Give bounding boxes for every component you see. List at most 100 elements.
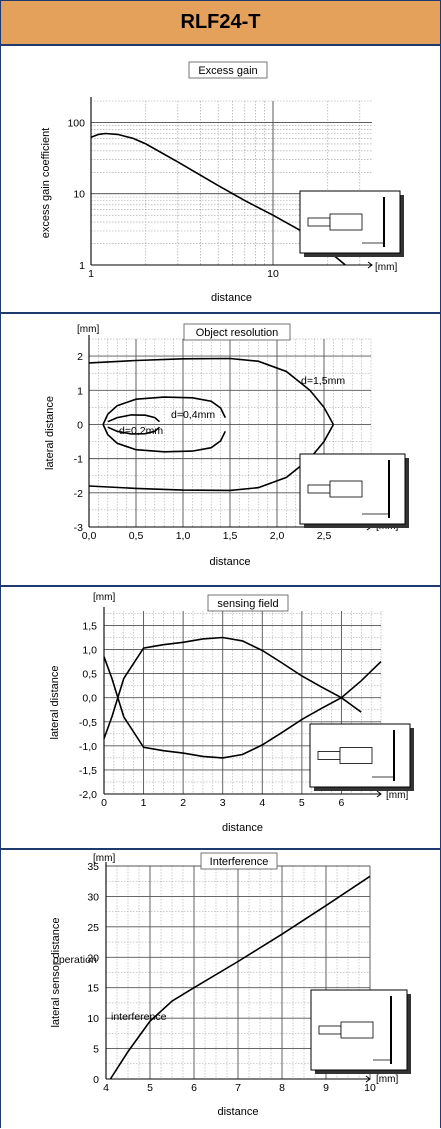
- curve-annotation: interference: [111, 1011, 167, 1023]
- y-tick-label: 2: [77, 351, 83, 363]
- sensor-head: [329, 213, 363, 231]
- x-tick-label: 8: [279, 1082, 285, 1094]
- y-tick-label: -0,5: [79, 717, 97, 729]
- y-tick-label: -2,0: [79, 789, 97, 801]
- y-unit-label: [mm]: [93, 592, 115, 603]
- x-tick-label: 1: [141, 797, 147, 809]
- y-tick-label: 100: [67, 117, 85, 129]
- series-line-1: [103, 656, 382, 759]
- y-tick-label: 1,0: [82, 645, 97, 657]
- y-tick-label: 0: [77, 419, 83, 431]
- series-line-1: [88, 424, 335, 492]
- sensing-field-panel: 0 1 2 3 4 5 6 1,5 1,0 0,5 0,0 -0,5 -1,0 -1,5 -2,0 [mm] […: [1, 585, 440, 850]
- x-tick-label: 0,5: [129, 530, 144, 542]
- x-axis-label: distance: [211, 292, 252, 304]
- x-unit-label: [mm]: [375, 262, 397, 273]
- sensor-head: [339, 747, 373, 764]
- y-axis-label: lateral distance: [49, 666, 61, 740]
- series-line-0: [109, 875, 371, 1080]
- x-tick-label: 5: [147, 1082, 153, 1094]
- y-tick-label: -3: [74, 522, 83, 534]
- sensor-head: [340, 1021, 374, 1039]
- y-tick-label: 1: [77, 385, 83, 397]
- interference-panel: 4 5 6 7 8 9 10 0 5 10 15 20 25 30 35 [mm] [mm] distance la…: [1, 848, 440, 1129]
- y-tick-label: 20: [87, 952, 99, 964]
- y-tick-label: 0,0: [82, 693, 97, 705]
- y-tick-label: 15: [87, 983, 99, 995]
- series-line-5: [107, 426, 161, 435]
- x-tick-label: 5: [299, 797, 305, 809]
- y-tick-label: 10: [73, 189, 85, 201]
- sensor-body: [317, 751, 341, 760]
- x-tick-label: 1,5: [223, 530, 238, 542]
- x-tick-label: 6: [339, 797, 345, 809]
- chart-title-box: [183, 323, 291, 341]
- y-tick-label: -1,0: [79, 741, 97, 753]
- y-unit-label: [mm]: [93, 853, 115, 864]
- sensor-body: [318, 1025, 342, 1035]
- x-tick-label: 2,0: [270, 530, 285, 542]
- chart-title: sensing field: [217, 598, 278, 610]
- curve-annotation: d=0,4mm: [171, 409, 215, 421]
- y-tick-label: 35: [87, 861, 99, 873]
- chart-title: Interference: [210, 856, 269, 868]
- sensor-body: [307, 217, 331, 227]
- x-tick-label: 3: [220, 797, 226, 809]
- object-resolution-chart: 0,00,51,01,52,02,5-3-2-1012[mm][mm]dista…: [44, 323, 409, 568]
- y-tick-label: 5: [93, 1044, 99, 1056]
- chart-title: Excess gain: [198, 65, 257, 77]
- x-tick-label: 4: [259, 797, 265, 809]
- chart-title-box: [207, 594, 289, 612]
- x-tick-label: 10: [364, 1082, 376, 1094]
- y-tick-label: 0: [93, 1074, 99, 1086]
- series-line-0: [103, 636, 362, 739]
- x-unit-label: [mm]: [376, 1074, 398, 1085]
- x-tick-label: 2,5: [317, 530, 332, 542]
- chart-title-box: [188, 61, 268, 79]
- x-tick-label: 4: [103, 1082, 109, 1094]
- series-line-2: [102, 396, 227, 425]
- y-tick-label: 10: [87, 1013, 99, 1025]
- y-tick-label: 0,5: [82, 669, 97, 681]
- x-unit-label: [mm]: [386, 790, 408, 801]
- x-tick-label: 2: [180, 797, 186, 809]
- y-unit-label: [mm]: [77, 324, 99, 335]
- x-axis-label: distance: [210, 556, 251, 568]
- x-tick-label: 0: [101, 797, 107, 809]
- x-tick-label: 1: [88, 268, 94, 280]
- x-axis-arrow: [376, 790, 382, 798]
- curve-annotation: operation: [53, 954, 97, 966]
- x-tick-label: 6: [191, 1082, 197, 1094]
- x-tick-label: 7: [235, 1082, 241, 1094]
- y-tick-label: 30: [87, 891, 99, 903]
- y-tick-label: -1: [74, 454, 83, 466]
- curve-annotation: d=1,5mm: [301, 375, 345, 387]
- y-axis-label: lateral sensor distance: [50, 917, 62, 1027]
- page-header: RLF24-T: [1, 1, 440, 44]
- y-tick-label: 25: [87, 922, 99, 934]
- series-line-3: [102, 424, 227, 453]
- y-axis-label: lateral distance: [44, 396, 56, 470]
- sensor-head: [329, 480, 363, 498]
- object-resolution-panel: 0,00,51,01,52,02,5-3-2-1012[mm][mm]dista…: [1, 312, 440, 587]
- x-tick-label: 0,0: [82, 530, 97, 542]
- excess-gain-panel: 1 10 1 10 100 [mm] distance excess gain coeffic…: [1, 44, 440, 314]
- x-tick-label: 1,0: [176, 530, 191, 542]
- y-tick-label: -2: [74, 488, 83, 500]
- x-axis-arrow: [367, 261, 373, 269]
- y-tick-label: 1,5: [82, 620, 97, 632]
- excess-gain-chart: 1 10 1 10 100 [mm] distance excess gain coeffic…: [40, 61, 404, 304]
- x-axis-arrow: [365, 1075, 371, 1083]
- x-axis-label: distance: [218, 1106, 259, 1118]
- chart-title: Object resolution: [196, 327, 279, 339]
- series-line-4: [107, 414, 161, 423]
- y-axis-label: excess gain coefficient: [40, 128, 52, 238]
- chart-title-box: [200, 852, 278, 870]
- product-title: RLF24-T: [180, 11, 261, 33]
- series-line-0: [88, 357, 335, 425]
- x-tick-label: 10: [267, 268, 279, 280]
- sensing-field-chart: 0 1 2 3 4 5 6 1,5 1,0 0,5 0,0 -0,5 -1,0 -1,5 -2,0 [mm] […: [49, 592, 414, 834]
- x-tick-label: 9: [323, 1082, 329, 1094]
- x-axis-label: distance: [222, 822, 263, 834]
